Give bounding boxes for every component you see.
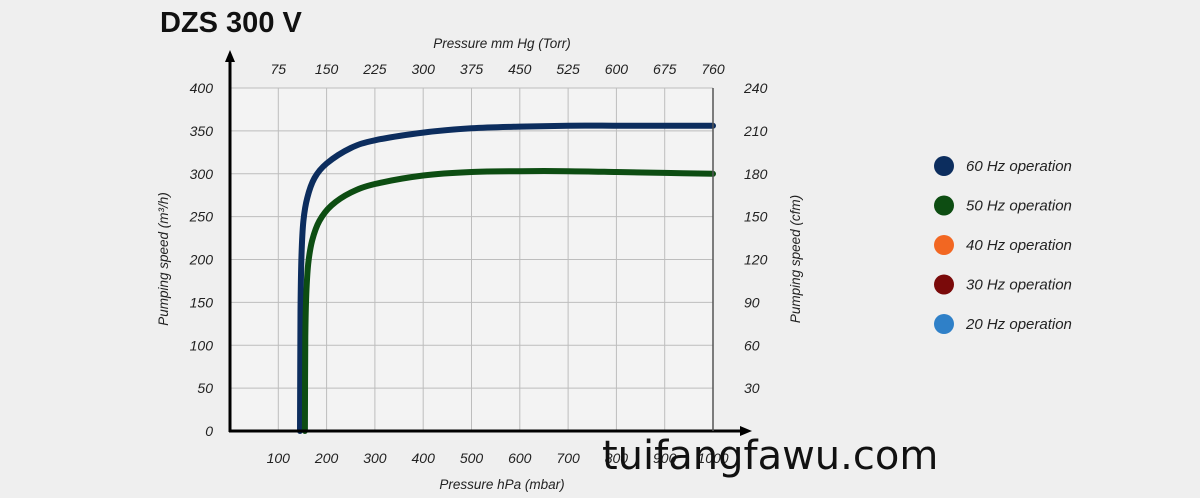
watermark-text: tuifangfawu.com	[602, 433, 938, 479]
y-right-tick-label: 180	[744, 166, 768, 182]
bottom-axis-label: Pressure hPa (mbar)	[439, 477, 564, 492]
x-top-tick-label: 150	[315, 61, 339, 77]
x-tick-label: 100	[267, 450, 291, 466]
x-top-tick-label: 675	[653, 61, 677, 77]
series-curves	[297, 122, 716, 434]
y-right-tick-label: 240	[743, 80, 768, 96]
series-line-1	[301, 168, 716, 434]
x-tick-label: 1000	[697, 450, 728, 466]
legend-marker-2	[934, 235, 954, 255]
top-axis-label: Pressure mm Hg (Torr)	[433, 36, 571, 51]
y-tick-label: 200	[189, 252, 214, 268]
y-tick-label: 350	[190, 123, 214, 139]
legend-marker-3	[934, 274, 954, 295]
x-tick-label: 500	[460, 450, 484, 466]
x-top-tick-label: 75	[271, 61, 287, 77]
x-top-tick-label: 375	[460, 61, 484, 77]
y-axis-arrow	[225, 50, 235, 62]
y-tick-label: 300	[190, 166, 214, 182]
x-tick-label: 800	[605, 450, 629, 466]
axes	[225, 50, 752, 436]
y-tick-label: 100	[190, 337, 214, 353]
y-right-tick-label: 210	[743, 123, 768, 139]
series-line-0	[297, 122, 716, 434]
x-top-tick-label: 450	[508, 61, 532, 77]
x-tick-label: 200	[314, 450, 339, 466]
y-tick-label: 0	[205, 423, 213, 439]
legend-marker-0	[934, 156, 954, 176]
right-axis-label: Pumping speed (cfm)	[788, 195, 803, 323]
x-top-tick-label: 300	[412, 61, 436, 77]
legend-label-3: 30 Hz operation	[966, 277, 1072, 294]
legend-marker-1	[934, 195, 954, 216]
legend-label-0: 60 Hz operation	[966, 158, 1072, 175]
x-tick-label: 900	[653, 450, 677, 466]
legend-label-2: 40 Hz operation	[966, 237, 1072, 254]
chart-title: DZS 300 V	[160, 7, 302, 39]
y-right-tick-label: 60	[744, 337, 760, 353]
x-axis-arrow	[740, 426, 752, 436]
legend-marker-4	[934, 314, 954, 334]
y-right-tick-label: 30	[744, 380, 760, 396]
x-top-tick-label: 525	[556, 61, 580, 77]
y-right-tick-label: 120	[744, 252, 768, 268]
y-right-tick-label: 90	[744, 294, 760, 310]
x-top-tick-label: 600	[605, 61, 629, 77]
y-tick-label: 50	[197, 380, 213, 396]
tick-labels: 0 50 100 150 200 250 300 350 400 30 60 90 120 150 180 2…	[189, 61, 768, 466]
left-axis-label: Pumping speed (m³/h)	[156, 192, 171, 326]
legend: 60 Hz operation 50 Hz operation 40 Hz oper…	[934, 156, 1072, 334]
x-tick-label: 300	[363, 450, 387, 466]
legend-label-1: 50 Hz operation	[966, 198, 1072, 215]
x-top-tick-label: 225	[362, 61, 387, 77]
x-tick-label: 400	[412, 450, 436, 466]
legend-label-4: 20 Hz operation	[965, 316, 1072, 333]
x-top-tick-label: 760	[701, 61, 725, 77]
x-tick-label: 700	[556, 450, 580, 466]
y-tick-label: 250	[189, 209, 214, 225]
y-right-tick-label: 150	[744, 209, 768, 225]
y-tick-label: 400	[190, 80, 214, 96]
x-tick-label: 600	[508, 450, 532, 466]
y-tick-label: 150	[190, 294, 214, 310]
